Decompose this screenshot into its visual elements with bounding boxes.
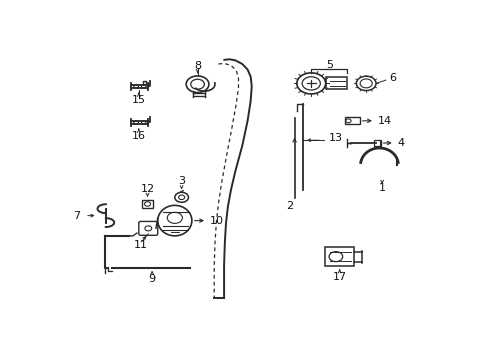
Text: 4: 4 (397, 138, 404, 148)
Text: 16: 16 (132, 131, 145, 141)
Text: 5: 5 (325, 59, 332, 69)
Text: 8: 8 (194, 61, 201, 71)
Text: 12: 12 (140, 184, 154, 194)
Text: 9: 9 (148, 274, 155, 284)
Bar (325, 247, 353, 266)
Bar (344, 117, 359, 125)
Text: 1: 1 (378, 183, 385, 193)
Text: 6: 6 (388, 73, 395, 83)
Text: 11: 11 (133, 240, 147, 250)
Text: 10: 10 (209, 216, 223, 226)
Text: 3: 3 (178, 176, 185, 186)
Bar (142, 200, 153, 208)
Text: 13: 13 (328, 133, 342, 143)
Text: 2: 2 (286, 201, 293, 211)
Text: 14: 14 (377, 116, 391, 126)
Text: 17: 17 (332, 271, 346, 282)
Text: 15: 15 (132, 95, 145, 105)
Bar (373, 140, 380, 146)
Text: 7: 7 (73, 211, 80, 221)
Bar (326, 77, 346, 90)
